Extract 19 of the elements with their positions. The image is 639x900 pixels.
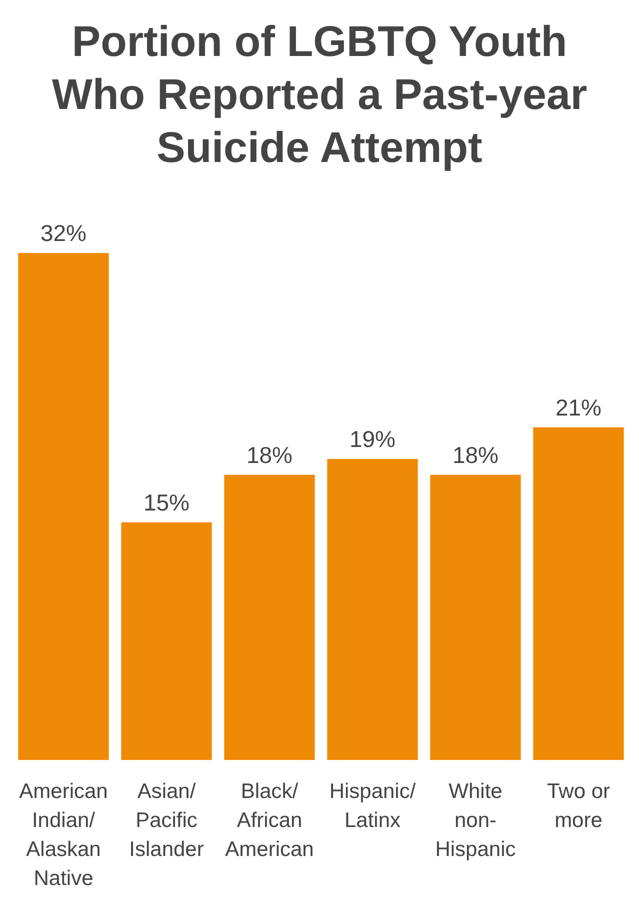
- data-label: 18%: [246, 442, 293, 468]
- x-tick-label: Asian/ Pacific Islander: [129, 780, 204, 861]
- bar: [430, 474, 521, 760]
- chart-title: Portion of LGBTQ Youth Who Reported a Past-year Suicide Attempt: [52, 18, 588, 172]
- data-label: 18%: [452, 442, 499, 468]
- bar: [224, 474, 315, 760]
- bar: [18, 253, 109, 760]
- data-label: 21%: [555, 394, 602, 420]
- x-tick-label: Two or more: [546, 780, 610, 832]
- x-tick-label: Black/ African American: [225, 780, 314, 861]
- bar: [121, 522, 212, 760]
- bar: [533, 427, 624, 760]
- data-label: 15%: [143, 489, 190, 516]
- x-tick-label: White non- Hispanic: [435, 780, 516, 861]
- data-label: 32%: [40, 220, 87, 246]
- bar: [327, 458, 418, 760]
- x-tick-label: American Indian/ Alaskan Native: [19, 780, 108, 890]
- data-label: 19%: [349, 426, 396, 452]
- x-tick-label: Hispanic/ Latinx: [329, 780, 416, 832]
